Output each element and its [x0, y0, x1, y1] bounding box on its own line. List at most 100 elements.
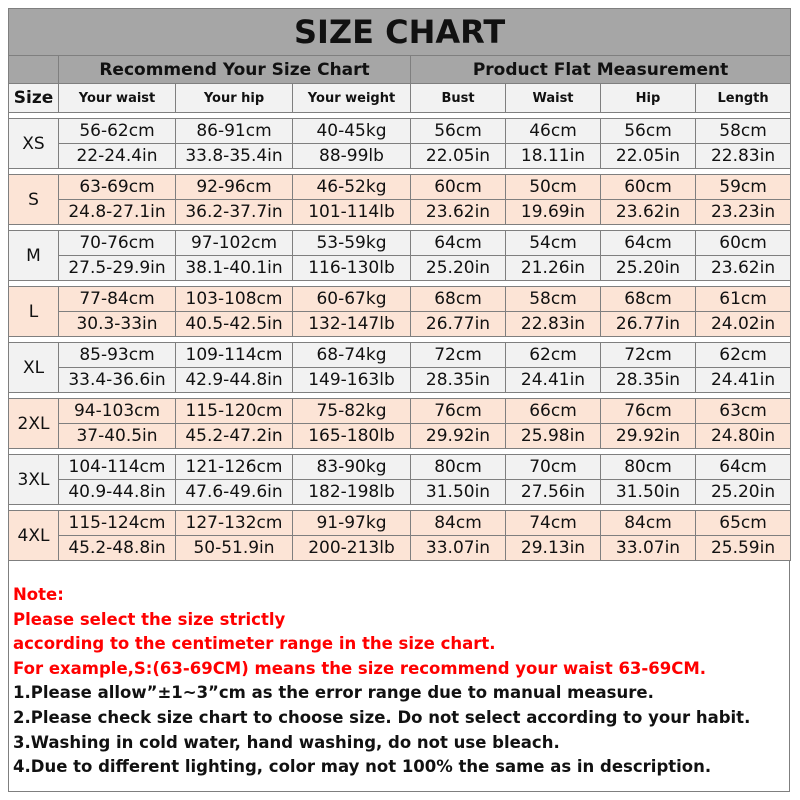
table-row: 30.3-33in 40.5-42.5in 132-147lb 26.77in 22.8…	[9, 311, 792, 337]
column-header: Length	[694, 83, 792, 113]
table-row: 40.9-44.8in 47.6-49.6in 182-198lb 31.50in 27…	[9, 479, 792, 505]
cell-in: 31.50in	[600, 479, 696, 505]
cell-in: 42.9-44.8in	[175, 367, 293, 393]
table-row: 27.5-29.9in 38.1-40.1in 116-130lb 25.20in 21…	[9, 255, 792, 281]
note-line: 3.Washing in cold water, hand washing, d…	[13, 732, 560, 752]
cell-cm: 66cm	[505, 398, 601, 424]
column-header: Hip	[600, 83, 696, 113]
cell-cm: 63-69cm	[58, 174, 176, 200]
cell-cm: 61cm	[694, 286, 792, 312]
cell-cm: 59cm	[694, 174, 792, 200]
cell-in: 27.56in	[505, 479, 601, 505]
cell-in: 101-114lb	[292, 199, 411, 225]
cell-in: 18.11in	[505, 143, 601, 169]
cell-in: 165-180lb	[292, 423, 411, 449]
cell-cm: 46-52kg	[292, 174, 411, 200]
cell-cm: 64cm	[600, 230, 696, 256]
cell-cm: 80cm	[410, 454, 506, 480]
cell-in: 45.2-48.8in	[58, 535, 176, 561]
table-row: 22-24.4in 33.8-35.4in 88-99lb 22.05in 18.11i…	[9, 143, 792, 169]
cell-in: 25.20in	[410, 255, 506, 281]
cell-cm: 64cm	[694, 454, 792, 480]
cell-in: 25.98in	[505, 423, 601, 449]
cell-cm: 65cm	[694, 510, 792, 536]
table-row: 3XL 104-114cm 121-126cm 83-90kg 80cm 70cm 80cm…	[8, 454, 792, 505]
group-recommend: Recommend Your Size Chart	[58, 55, 411, 84]
cell-in: 182-198lb	[292, 479, 411, 505]
cell-cm: 83-90kg	[292, 454, 411, 480]
cell-in: 29.92in	[410, 423, 506, 449]
cell-in: 27.5-29.9in	[58, 255, 176, 281]
cell-in: 33.8-35.4in	[175, 143, 293, 169]
cell-cm: 50cm	[505, 174, 601, 200]
cell-cm: 84cm	[410, 510, 506, 536]
cell-in: 149-163lb	[292, 367, 411, 393]
cell-cm: 46cm	[505, 118, 601, 144]
cell-cm: 115-120cm	[175, 398, 293, 424]
table-row: 4XL 115-124cm 127-132cm 91-97kg 84cm 74cm 84cm…	[8, 510, 792, 561]
table-row: XL 85-93cm 109-114cm 68-74kg 72cm 62cm 72cm 62c…	[8, 342, 792, 393]
cell-cm: 60cm	[694, 230, 792, 256]
cell-in: 26.77in	[600, 311, 696, 337]
cell-cm: 76cm	[600, 398, 696, 424]
cell-cm: 84cm	[600, 510, 696, 536]
cell-in: 24.02in	[694, 311, 792, 337]
size-table: SIZE CHART Recommend Your Size Chart Pro…	[7, 8, 792, 561]
cell-in: 29.92in	[600, 423, 696, 449]
cell-in: 116-130lb	[292, 255, 411, 281]
note-line: 1.Please allow”±1~3”cm as the error rang…	[13, 683, 654, 703]
size-label: 4XL	[8, 510, 59, 561]
cell-in: 23.23in	[694, 199, 792, 225]
cell-in: 28.35in	[600, 367, 696, 393]
cell-in: 33.4-36.6in	[58, 367, 176, 393]
cell-cm: 68cm	[410, 286, 506, 312]
cell-in: 47.6-49.6in	[175, 479, 293, 505]
cell-in: 30.3-33in	[58, 311, 176, 337]
cell-cm: 60cm	[410, 174, 506, 200]
chart-title: SIZE CHART	[7, 8, 792, 56]
notes: Note: Please select the size strictly acco…	[13, 583, 750, 780]
table-row: 24.8-27.1in 36.2-37.7in 101-114lb 23.62in 19…	[9, 199, 792, 225]
table-row: 2XL 94-103cm 115-120cm 75-82kg 76cm 66cm 76cm 6…	[8, 398, 792, 449]
cell-in: 45.2-47.2in	[175, 423, 293, 449]
cell-cm: 56-62cm	[58, 118, 176, 144]
cell-cm: 121-126cm	[175, 454, 293, 480]
cell-cm: 60-67kg	[292, 286, 411, 312]
cell-in: 25.20in	[600, 255, 696, 281]
cell-cm: 115-124cm	[58, 510, 176, 536]
table-row: 33.4-36.6in 42.9-44.8in 149-163lb 28.35in 24…	[9, 367, 792, 393]
cell-in: 38.1-40.1in	[175, 255, 293, 281]
table-row: 45.2-48.8in 50-51.9in 200-213lb 33.07in 29.1…	[9, 535, 792, 561]
cell-cm: 104-114cm	[58, 454, 176, 480]
cell-in: 24.80in	[694, 423, 792, 449]
column-header: Bust	[410, 83, 506, 113]
cell-cm: 60cm	[600, 174, 696, 200]
cell-in: 40.9-44.8in	[58, 479, 176, 505]
size-label: L	[8, 286, 59, 337]
cell-in: 31.50in	[410, 479, 506, 505]
cell-cm: 70cm	[505, 454, 601, 480]
cell-cm: 64cm	[410, 230, 506, 256]
cell-in: 25.20in	[694, 479, 792, 505]
table-row: M 70-76cm 97-102cm 53-59kg 64cm 54cm 64cm 60cm	[8, 230, 792, 281]
cell-cm: 56cm	[600, 118, 696, 144]
note-line: 4.Due to different lighting, color may n…	[13, 757, 712, 777]
table-row: S 63-69cm 92-96cm 46-52kg 60cm 50cm 60cm 59cm	[8, 174, 792, 225]
cell-cm: 58cm	[694, 118, 792, 144]
cell-cm: 91-97kg	[292, 510, 411, 536]
cell-in: 24.41in	[505, 367, 601, 393]
cell-cm: 80cm	[600, 454, 696, 480]
size-label: XS	[8, 118, 59, 169]
cell-in: 23.62in	[410, 199, 506, 225]
cell-in: 50-51.9in	[175, 535, 293, 561]
cell-cm: 77-84cm	[58, 286, 176, 312]
column-header: Your hip	[175, 83, 293, 113]
cell-in: 40.5-42.5in	[175, 311, 293, 337]
cell-in: 33.07in	[600, 535, 696, 561]
group-product: Product Flat Measurement	[409, 55, 792, 84]
cell-in: 36.2-37.7in	[175, 199, 293, 225]
cell-cm: 76cm	[410, 398, 506, 424]
cell-in: 22-24.4in	[58, 143, 176, 169]
cell-in: 23.62in	[694, 255, 792, 281]
cell-cm: 103-108cm	[175, 286, 293, 312]
